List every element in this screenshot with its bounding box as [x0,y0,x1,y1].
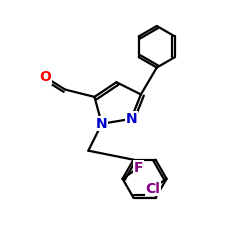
Text: O: O [40,70,52,84]
Text: N: N [96,117,108,131]
Text: N: N [125,112,137,126]
Text: F: F [134,161,143,175]
Text: Cl: Cl [146,182,160,196]
